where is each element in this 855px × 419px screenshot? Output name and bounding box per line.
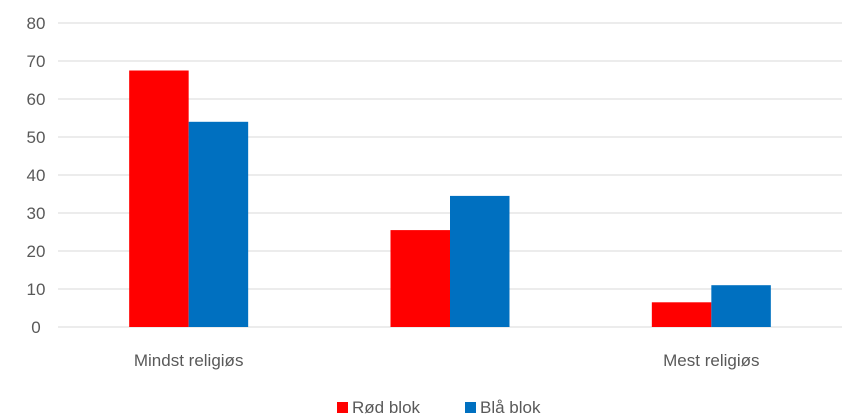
bar-rod-blok xyxy=(651,302,712,327)
y-tick-label: 10 xyxy=(27,280,46,299)
bar-bla-blok xyxy=(450,195,510,327)
x-axis-categories: Mindst religiøs Mest religiøs xyxy=(134,351,760,370)
y-axis-ticks: 0 10 20 30 40 50 60 70 80 xyxy=(27,14,46,337)
bar-bla-blok xyxy=(711,285,771,327)
x-category-label: Mest religiøs xyxy=(663,351,759,370)
y-tick-label: 40 xyxy=(27,166,46,185)
bar-rod-blok xyxy=(129,70,189,327)
legend: Rød blok Blå blok xyxy=(337,398,541,417)
legend-label: Blå blok xyxy=(480,398,541,417)
y-tick-label: 50 xyxy=(27,128,46,147)
x-category-label: Mindst religiøs xyxy=(134,351,244,370)
y-tick-label: 70 xyxy=(27,52,46,71)
legend-swatch xyxy=(465,402,476,413)
y-tick-label: 0 xyxy=(31,318,40,337)
bar-bla-blok xyxy=(188,121,249,327)
legend-label: Rød blok xyxy=(352,398,421,417)
y-tick-label: 20 xyxy=(27,242,46,261)
y-tick-label: 80 xyxy=(27,14,46,33)
y-tick-label: 30 xyxy=(27,204,46,223)
legend-swatch xyxy=(337,402,348,413)
bar-rod-blok xyxy=(390,230,450,327)
y-tick-label: 60 xyxy=(27,90,46,109)
bars xyxy=(129,70,771,327)
